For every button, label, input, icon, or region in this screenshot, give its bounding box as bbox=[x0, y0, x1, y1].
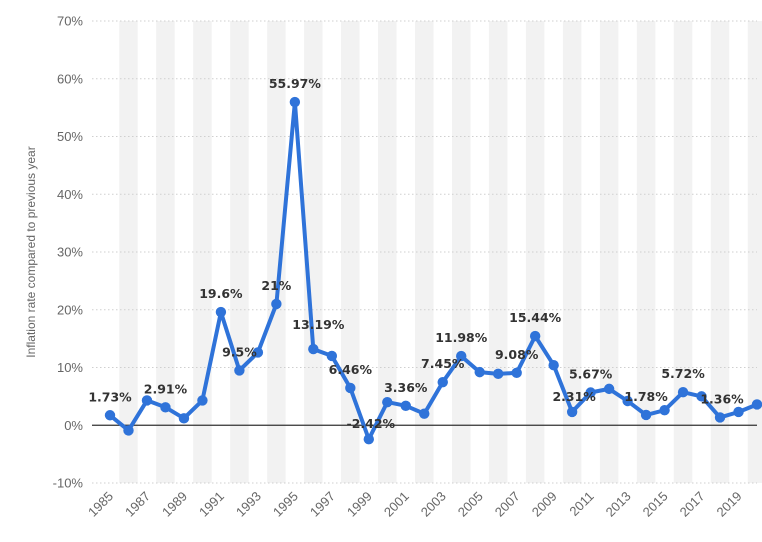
horizontal-gridlines bbox=[92, 20, 757, 484]
data-point-2004 bbox=[456, 350, 467, 362]
x-tick-label: 2005 bbox=[455, 489, 486, 520]
data-point-2020 bbox=[751, 399, 762, 410]
y-tick-label: 50% bbox=[57, 129, 83, 144]
data-labels: 1.73% 2.91% 19.6% 9.5% 21% 55.97% 13.19% 6.46% -… bbox=[88, 76, 744, 431]
x-tick-label: 2013 bbox=[603, 489, 634, 520]
data-point-1998 bbox=[345, 382, 356, 394]
data-point-2017 bbox=[696, 391, 707, 402]
data-point-1985 bbox=[104, 410, 116, 421]
data-point-2003 bbox=[437, 377, 448, 388]
data-point-1994 bbox=[271, 298, 282, 310]
y-axis-tick-labels: -10% 0% 10% 20% 30% 40% 50% 60% 70% bbox=[53, 14, 84, 491]
band-2015 bbox=[673, 21, 693, 483]
data-label-2010: 2.31% bbox=[552, 389, 596, 404]
band-2005 bbox=[488, 21, 508, 483]
x-tick-label: 1999 bbox=[344, 489, 375, 520]
data-point-2014 bbox=[640, 409, 652, 421]
data-points bbox=[104, 96, 762, 445]
x-tick-label: 2007 bbox=[492, 489, 523, 520]
data-label-2014: 1.78% bbox=[624, 389, 668, 404]
data-label-2007: 9.08% bbox=[495, 347, 539, 362]
x-tick-label: 1991 bbox=[196, 489, 227, 520]
data-label-1985: 1.73% bbox=[88, 389, 132, 404]
data-point-2005 bbox=[474, 366, 485, 378]
data-point-1989 bbox=[178, 413, 190, 424]
x-tick-label: 2017 bbox=[677, 489, 708, 520]
data-point-1995 bbox=[289, 96, 301, 108]
y-tick-label: 10% bbox=[57, 360, 83, 375]
x-tick-label: 1985 bbox=[85, 489, 116, 520]
data-point-2016 bbox=[677, 387, 689, 398]
data-label-2003: 7.45% bbox=[421, 356, 465, 371]
data-point-2002 bbox=[419, 408, 430, 419]
y-tick-label: -10% bbox=[53, 476, 84, 491]
data-point-1991 bbox=[215, 306, 227, 318]
data-point-1987 bbox=[141, 395, 153, 406]
data-point-2008 bbox=[529, 330, 541, 342]
x-tick-label: 1993 bbox=[233, 489, 264, 520]
x-tick-label: 2001 bbox=[381, 489, 412, 520]
data-label-1991: 19.6% bbox=[199, 286, 243, 301]
data-point-1990 bbox=[197, 395, 208, 406]
data-point-1999 bbox=[363, 434, 374, 445]
data-point-2012 bbox=[603, 383, 615, 395]
data-point-2009 bbox=[548, 359, 559, 371]
data-point-2000 bbox=[382, 396, 393, 408]
data-point-1996 bbox=[308, 343, 319, 355]
x-tick-label: 1989 bbox=[159, 489, 190, 520]
data-point-1997 bbox=[326, 350, 338, 362]
data-label-2001: 3.36% bbox=[384, 380, 428, 395]
data-label-1999: -2.42% bbox=[347, 416, 396, 431]
y-tick-label: 20% bbox=[57, 302, 83, 317]
data-point-2011 bbox=[585, 387, 596, 398]
band-2019 bbox=[747, 21, 762, 483]
data-label-2004: 11.98% bbox=[435, 330, 488, 345]
y-tick-label: 30% bbox=[57, 245, 83, 260]
data-point-1993 bbox=[252, 347, 264, 358]
data-label-2008: 15.44% bbox=[509, 310, 562, 325]
y-tick-label: 70% bbox=[57, 14, 83, 29]
data-label-1995: 55.97% bbox=[269, 76, 322, 91]
data-point-2018 bbox=[714, 412, 726, 423]
x-tick-label: 1995 bbox=[270, 489, 301, 520]
y-tick-label: 60% bbox=[57, 71, 83, 86]
band-1989 bbox=[193, 21, 212, 483]
data-label-2018: 1.36% bbox=[700, 391, 744, 406]
data-label-1998: 6.46% bbox=[329, 362, 373, 377]
data-point-2019 bbox=[733, 406, 744, 418]
x-tick-label: 1987 bbox=[122, 489, 153, 520]
y-tick-label: 0% bbox=[64, 418, 83, 433]
x-tick-label: 2011 bbox=[566, 489, 596, 519]
y-tick-label: 40% bbox=[57, 187, 83, 202]
band-1999 bbox=[378, 21, 397, 483]
x-tick-label: 2009 bbox=[529, 489, 560, 520]
data-label-1994: 21% bbox=[261, 278, 291, 293]
data-point-2007 bbox=[511, 367, 522, 379]
x-tick-label: 2019 bbox=[714, 489, 745, 520]
data-point-2006 bbox=[493, 368, 504, 380]
data-point-2015 bbox=[659, 405, 670, 416]
x-tick-label: 1997 bbox=[307, 489, 338, 520]
data-label-2011: 5.67% bbox=[569, 367, 613, 382]
data-label-1992: 9.5% bbox=[222, 344, 257, 359]
data-point-1992 bbox=[234, 365, 245, 376]
data-label-1988: 2.91% bbox=[144, 381, 188, 396]
data-point-2013 bbox=[622, 395, 633, 407]
band-2007 bbox=[525, 21, 545, 483]
band-1997 bbox=[341, 21, 360, 483]
data-point-2001 bbox=[400, 400, 411, 412]
data-point-1986 bbox=[123, 425, 134, 436]
data-label-1996: 13.19% bbox=[292, 317, 345, 332]
x-axis-tick-labels: 1985 1987 1989 1991 1993 1995 1997 1999 2001 2003… bbox=[85, 489, 745, 520]
x-tick-label: 2015 bbox=[640, 489, 671, 520]
data-point-1988 bbox=[160, 402, 171, 413]
data-label-2016: 5.72% bbox=[661, 366, 705, 381]
x-tick-label: 2003 bbox=[418, 489, 449, 520]
y-axis-title: Inflation rate compared to previous year bbox=[24, 146, 38, 357]
data-point-2010 bbox=[566, 406, 578, 418]
